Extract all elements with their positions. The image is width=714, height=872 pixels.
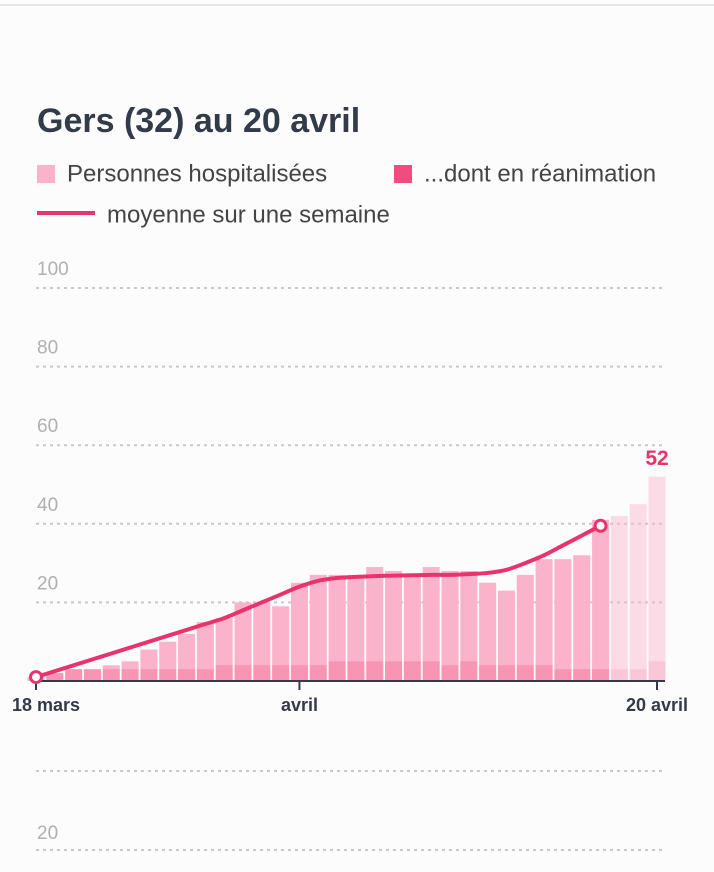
bar [535,559,553,681]
bar-overlay [479,665,497,681]
x-tick-label: 20 avril [626,695,688,715]
bar-overlay [328,661,346,681]
bar [385,570,403,681]
legend-swatch [37,165,55,183]
y-tick-label: 60 [37,416,58,437]
y-tick-label: 40 [37,495,58,516]
bar [366,567,384,681]
x-tick-label: avril [281,695,318,715]
bar [102,665,120,681]
x-tick-label: 18 mars [12,695,80,715]
bar-overlay [554,669,572,681]
bar [648,476,666,681]
bar-overlay [83,669,101,681]
bar-overlay [178,669,196,681]
bar [610,515,628,681]
bar [234,602,252,681]
value-label: 52 [645,447,668,470]
bar [215,618,233,681]
bar-overlay [648,661,666,681]
bar-overlay [366,661,384,681]
line-end-marker [29,670,43,685]
bar [253,602,271,681]
bar [441,570,459,681]
y-tick-label: 80 [37,338,58,359]
y-tick-label: 100 [37,259,69,280]
bar [460,570,478,681]
bar-overlay [121,669,139,681]
bar [422,567,440,681]
legend-swatch [394,165,412,183]
bar-overlay [460,661,478,681]
bar-overlay [403,661,421,681]
bar-overlay [441,665,459,681]
bar-overlay [46,673,64,681]
bar [65,669,83,681]
bar-overlay [573,669,591,681]
bar-overlay [422,661,440,681]
chart-title: Gers (32) au 20 avril [37,102,360,140]
bar-overlay [535,665,553,681]
bar-overlay [272,665,290,681]
bar-overlay [290,665,308,681]
bar-overlay [497,665,515,681]
bar-overlay [253,665,271,681]
bar [328,574,346,681]
bar [196,622,214,681]
bar [178,633,196,681]
bar [629,504,647,681]
bar-overlay [140,669,158,681]
bar-overlay [516,665,534,681]
bar [497,590,515,681]
bar-overlay [629,669,647,681]
bar-overlay [610,669,628,681]
bar-overlay [234,665,252,681]
bar [573,555,591,681]
bar [290,582,308,681]
bar [83,669,101,681]
y-tick-label: 20 [37,573,58,594]
bar-overlay [196,669,214,681]
bar [272,606,290,681]
average-line [34,523,603,680]
legend-label: moyenne sur une semaine [107,201,390,228]
bar-overlay [347,661,365,681]
line-end-marker [593,518,608,533]
bar [479,582,497,681]
bar [46,673,64,681]
bar [592,519,610,681]
bar-overlay [159,669,177,681]
bar [403,574,421,681]
bar [516,574,534,681]
bar [554,559,572,681]
bar-overlay [102,669,120,681]
bar-overlay [592,669,610,681]
bar [159,641,177,681]
bar-overlay [385,661,403,681]
bar [309,574,327,681]
y-tick-label: 20 [37,823,58,844]
bar-overlay [215,665,233,681]
bar [121,661,139,681]
bar-overlay [309,665,327,681]
bar [347,574,365,681]
bar-overlay [65,669,83,681]
legend-label: ...dont en réanimation [424,160,656,187]
bar [140,649,158,681]
legend-label: Personnes hospitalisées [67,160,327,187]
